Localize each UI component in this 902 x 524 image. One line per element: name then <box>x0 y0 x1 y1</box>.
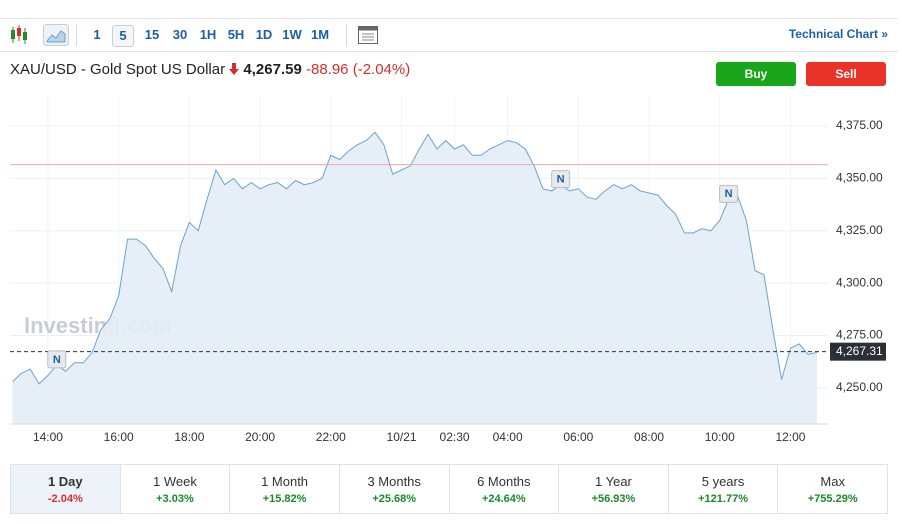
x-tick-label: 10/21 <box>387 430 417 444</box>
performance-table: 1 Day -2.04% 1 Week +3.03% 1 Month +15.82% 3 M… <box>10 464 888 514</box>
x-tick-label: 04:00 <box>493 430 523 444</box>
y-tick-label: 4,375.00 <box>836 118 883 132</box>
period-change: +25.68% <box>372 493 417 505</box>
area-icon[interactable] <box>43 24 69 46</box>
current-price-box <box>830 342 886 361</box>
toolbar: Technical Chart » 1 5 15 30 1H 5H 1D 1W 1M <box>0 18 898 52</box>
separator <box>76 24 77 46</box>
x-tick-label: 16:00 <box>104 430 134 444</box>
y-tick-label: 4,250.00 <box>836 380 883 394</box>
candle-icon[interactable] <box>4 20 34 50</box>
x-tick-label: 18:00 <box>174 430 204 444</box>
period-cell[interactable]: 3 Months +25.68% <box>340 465 450 513</box>
price: 4,267.59 <box>243 61 302 78</box>
current-price-label: 4,267.31 <box>836 344 883 358</box>
change: -88.96 <box>305 61 349 78</box>
period-change: +121.77% <box>698 493 748 505</box>
interval-button[interactable]: 1D <box>255 27 273 42</box>
down-arrow <box>229 63 240 75</box>
interval-button[interactable]: 1M <box>310 27 330 42</box>
news-marker <box>719 184 739 203</box>
period-change: +56.93% <box>591 493 636 505</box>
chart: 4,250.00 4,275.00 4,300.00 4,325.00 4,350.00… <box>10 96 886 444</box>
period-label: 1 Week <box>153 474 197 489</box>
area <box>12 132 818 425</box>
period-label: 3 Months <box>367 474 421 489</box>
news-marker-label: N <box>557 174 565 186</box>
period-label: 1 Day <box>47 474 83 489</box>
change-pct: (-2.04%) <box>352 61 411 78</box>
period-label: 1 Month <box>261 474 309 489</box>
news-marker <box>551 170 571 189</box>
y-tick-label: 4,275.00 <box>836 328 883 342</box>
line <box>12 131 818 385</box>
interval-button[interactable]: 30 <box>172 27 188 42</box>
period-cell[interactable]: 5 years +121.77% <box>669 465 779 513</box>
period-change: -2.04% <box>47 493 83 505</box>
interval-button[interactable]: 1H <box>199 27 217 42</box>
period-change: +15.82% <box>262 493 307 505</box>
instrument-header: XAU/USD - Gold Spot US Dollar 4,267.59 -… <box>10 61 410 78</box>
period-cell[interactable]: 1 Week +3.03% <box>121 465 231 513</box>
period-cell[interactable]: Max +755.29% <box>778 465 887 513</box>
x-tick-label: 22:00 <box>316 430 346 444</box>
x-tick-label: 12:00 <box>775 430 805 444</box>
news-marker-label: N <box>725 188 733 200</box>
x-tick-label: 14:00 <box>33 430 63 444</box>
x-tick-label: 06:00 <box>563 430 593 444</box>
interval-button[interactable]: 1W <box>282 27 302 42</box>
x-tick-label: 02:30 <box>440 430 470 444</box>
period-cell[interactable]: 1 Year +56.93% <box>559 465 669 513</box>
period-cell[interactable]: 6 Months +24.64% <box>450 465 560 513</box>
y-tick-label: 4,300.00 <box>836 275 883 289</box>
period-cell[interactable]: 1 Day -2.04% <box>11 465 121 513</box>
sell-button[interactable]: Sell <box>806 62 886 86</box>
y-tick-label: 4,325.00 <box>836 223 883 237</box>
period-label: 1 Year <box>595 474 632 489</box>
y-tick-label: 4,350.00 <box>836 171 883 185</box>
interval-button[interactable]: 15 <box>144 27 160 42</box>
calendar-icon[interactable] <box>357 24 379 46</box>
period-change: +3.03% <box>156 493 194 505</box>
x-tick-label: 20:00 <box>245 430 275 444</box>
period-label: 6 Months <box>477 474 531 489</box>
buy-button[interactable]: Buy <box>716 62 796 86</box>
interval-button[interactable]: 1 <box>93 27 101 42</box>
period-cell[interactable]: 1 Month +15.82% <box>230 465 340 513</box>
separator <box>346 24 347 46</box>
x-tick-label: 10:00 <box>705 430 735 444</box>
technical-chart-link[interactable]: Technical Chart » <box>788 27 888 41</box>
news-marker <box>47 350 67 369</box>
period-change: +755.29% <box>807 493 858 505</box>
period-label: Max <box>820 474 845 489</box>
instrument-name: XAU/USD - Gold Spot US Dollar <box>10 61 226 78</box>
interval-button[interactable]: 5H <box>227 27 245 42</box>
interval-button[interactable]: 5 <box>112 25 134 47</box>
period-change: +24.64% <box>481 493 526 505</box>
news-marker-label: N <box>53 354 61 366</box>
period-label: 5 years <box>701 474 745 489</box>
x-tick-label: 08:00 <box>634 430 664 444</box>
